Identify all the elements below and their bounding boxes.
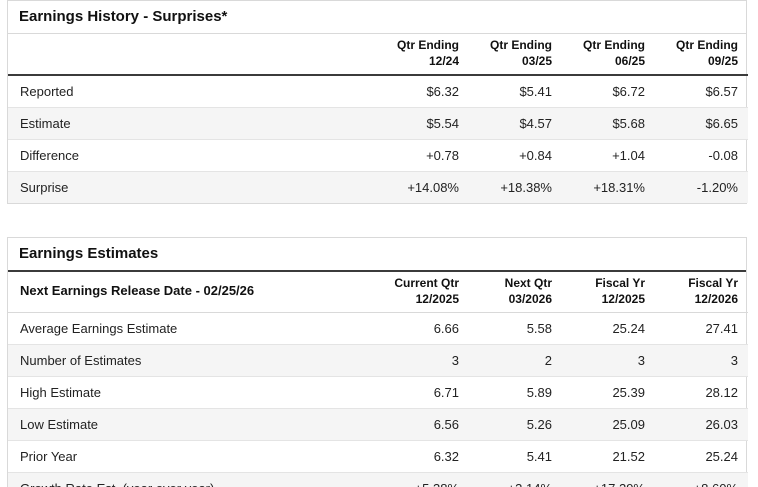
row-label: Prior Year <box>20 449 78 465</box>
cell-value: 25.09 <box>612 417 645 433</box>
column-header-line1: Qtr Ending <box>490 38 552 52</box>
cell-value: +8.60% <box>655 473 748 487</box>
cell-value: $6.57 <box>705 84 738 100</box>
cell-value: $6.72 <box>612 84 645 100</box>
cell-value: 6.56 <box>433 417 459 433</box>
table-row: Difference +0.78 +0.84 +1.04 -0.08 <box>8 140 748 172</box>
column-header-line1: Current Qtr <box>394 276 459 291</box>
column-header: Qtr Ending 06/25 <box>562 34 655 75</box>
cell-value: 27.41 <box>705 321 738 337</box>
column-header-line2: 12/2025 <box>601 291 645 306</box>
cell-value: +18.31% <box>593 180 645 196</box>
earnings-history-table: Earnings History - Surprises* Qtr Ending… <box>7 0 748 205</box>
cell-value: 3 <box>637 353 645 369</box>
cell-value: 5.41 <box>526 449 552 465</box>
column-header-line1: Fiscal Yr <box>595 276 645 291</box>
header-spacer <box>8 34 376 75</box>
column-header: Qtr Ending 12/24 <box>376 34 469 75</box>
column-header: Next Qtr 03/2026 <box>469 272 562 313</box>
cell-value: +1.04 <box>612 148 645 164</box>
cell-value: $4.57 <box>519 116 552 132</box>
cell-value: -0.08 <box>708 148 738 164</box>
earnings-estimates-table: Earnings Estimates Next Earnings Release… <box>7 237 748 487</box>
cell-value: +17.29% <box>562 473 655 487</box>
row-label: Average Earnings Estimate <box>20 321 178 337</box>
cell-value: 26.03 <box>705 417 738 433</box>
cell-value: +0.84 <box>519 148 552 164</box>
table-row: Surprise +14.08% +18.38% +18.31% -1.20% <box>8 171 748 204</box>
column-header-line1: Qtr Ending <box>676 38 738 52</box>
cell-value: 6.71 <box>433 385 459 401</box>
cell-value: $5.41 <box>519 84 552 100</box>
column-header-line1: Fiscal Yr <box>688 276 738 291</box>
table-row: Low Estimate 6.56 5.26 25.09 26.03 <box>8 408 748 441</box>
cell-value: 25.24 <box>612 321 645 337</box>
cell-value: 2 <box>544 353 552 369</box>
cell-value: +14.08% <box>407 180 459 196</box>
cell-value: 25.24 <box>705 449 738 465</box>
column-header-line2: 03/2026 <box>508 291 552 306</box>
column-header: Fiscal Yr 12/2026 <box>655 272 748 313</box>
next-earnings-release-date: Next Earnings Release Date - 02/25/26 <box>20 283 255 299</box>
row-label: Reported <box>20 84 74 100</box>
cell-value: 25.39 <box>612 385 645 401</box>
table-row: Number of Estimates 3 2 3 3 <box>8 344 748 377</box>
cell-value: $6.32 <box>426 84 459 100</box>
column-header-line2: 03/25 <box>521 53 552 68</box>
cell-value: 28.12 <box>705 385 738 401</box>
cell-value: +18.38% <box>500 180 552 196</box>
column-header-line2: 09/25 <box>707 53 738 68</box>
cell-value: +5.38% <box>376 473 469 487</box>
cell-value: 21.52 <box>612 449 645 465</box>
row-label: Difference <box>20 148 80 164</box>
row-label: Number of Estimates <box>20 353 142 369</box>
cell-value: $5.54 <box>426 116 459 132</box>
table-row: Reported $6.32 $5.41 $6.72 $6.57 <box>8 75 748 108</box>
cell-value: 5.58 <box>526 321 552 337</box>
row-label: High Estimate <box>20 385 101 401</box>
table-row: Growth Rate Est. (year over year) +5.38%… <box>8 472 748 487</box>
column-header: Current Qtr 12/2025 <box>376 272 469 313</box>
table-row: High Estimate 6.71 5.89 25.39 28.12 <box>8 377 748 409</box>
cell-value: 6.32 <box>433 449 459 465</box>
row-label: Growth Rate Est. (year over year) <box>8 473 376 487</box>
row-label: Estimate <box>20 116 71 132</box>
column-header-line1: Qtr Ending <box>397 38 459 52</box>
table-row: Estimate $5.54 $4.57 $5.68 $6.65 <box>8 107 748 140</box>
header-row: Next Earnings Release Date - 02/25/26 Cu… <box>8 272 748 313</box>
cell-value: +3.14% <box>469 473 562 487</box>
column-header: Qtr Ending 09/25 <box>655 34 748 75</box>
earnings-history-title: Earnings History - Surprises* <box>8 1 746 34</box>
column-header: Qtr Ending 03/25 <box>469 34 562 75</box>
header-row: Qtr Ending 12/24 Qtr Ending 03/25 Qtr En… <box>8 34 748 76</box>
cell-value: $6.65 <box>705 116 738 132</box>
cell-value: 3 <box>451 353 459 369</box>
cell-value: $5.68 <box>612 116 645 132</box>
cell-value: 5.89 <box>526 385 552 401</box>
row-label: Low Estimate <box>20 417 99 433</box>
column-header-line2: 12/24 <box>428 53 459 68</box>
cell-value: 3 <box>730 353 738 369</box>
table-row: Prior Year 6.32 5.41 21.52 25.24 <box>8 441 748 473</box>
cell-value: -1.20% <box>696 180 738 196</box>
earnings-estimates-title: Earnings Estimates <box>8 238 746 273</box>
column-header-line2: 12/2026 <box>694 291 738 306</box>
cell-value: +0.78 <box>426 148 459 164</box>
cell-value: 6.66 <box>433 321 459 337</box>
cell-value: 5.26 <box>526 417 552 433</box>
column-header-line2: 06/25 <box>614 53 645 68</box>
column-header: Fiscal Yr 12/2025 <box>562 272 655 313</box>
column-header-line2: 12/2025 <box>415 291 459 306</box>
column-header-line1: Qtr Ending <box>583 38 645 52</box>
column-header-line1: Next Qtr <box>504 276 552 291</box>
row-label: Surprise <box>20 180 69 196</box>
table-row: Average Earnings Estimate 6.66 5.58 25.2… <box>8 313 748 345</box>
